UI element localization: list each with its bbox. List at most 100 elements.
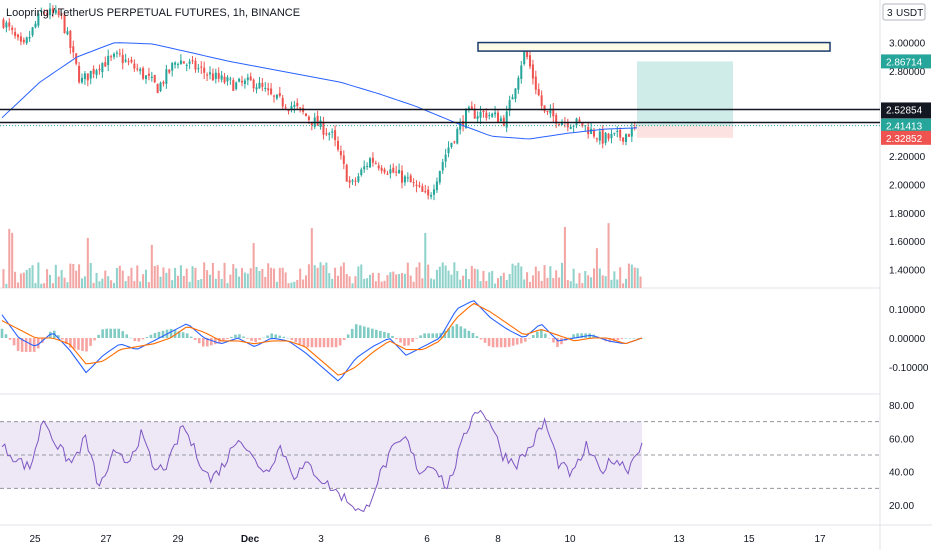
macd-histogram-bar: [552, 338, 555, 342]
macd-histogram-bar: [572, 334, 575, 338]
volume-bar: [101, 279, 103, 288]
time-axis-tick: 27: [100, 534, 112, 545]
volume-bar: [142, 274, 144, 288]
volume-bar: [328, 273, 330, 288]
volume-bar: [32, 265, 34, 288]
volume-bar: [11, 233, 13, 288]
volume-bar: [96, 273, 98, 288]
volume-bar: [596, 248, 598, 288]
candle-body: [177, 64, 179, 65]
volume-bar: [69, 264, 71, 288]
volume-bar: [317, 268, 319, 288]
time-axis-tick: 8: [495, 534, 501, 545]
volume-bar: [116, 268, 118, 288]
volume-bar: [122, 271, 124, 288]
volume-bar: [104, 271, 106, 288]
macd-histogram-bar: [13, 338, 16, 345]
volume-bar: [532, 275, 534, 288]
candle-body: [398, 170, 400, 174]
volume-bar: [456, 271, 458, 288]
price-axis-tick: 2.00000: [889, 180, 926, 191]
macd-histogram-bar: [105, 329, 108, 338]
macd-histogram-bar: [182, 332, 185, 338]
candle-body: [578, 120, 580, 122]
volume-bar: [567, 280, 569, 288]
candle-body: [113, 54, 115, 57]
volume-bar: [352, 283, 354, 288]
volume-bar: [366, 278, 368, 288]
volume-bar: [389, 272, 391, 288]
macd-histogram-bar: [367, 328, 370, 338]
volume-bar: [305, 275, 307, 288]
candle-body: [418, 185, 420, 186]
candle-body: [221, 75, 223, 79]
volume-bar: [424, 233, 426, 288]
candle-body: [226, 77, 228, 81]
time-axis-tick: 3: [318, 534, 324, 545]
candle-body: [133, 64, 135, 69]
volume-bar: [354, 276, 356, 288]
candle-body: [407, 177, 409, 178]
position-profit-zone: [637, 61, 733, 125]
volume-bar: [512, 264, 514, 288]
volume-bar: [37, 262, 39, 288]
volume-bar: [209, 275, 211, 288]
macd-histogram-bar: [335, 338, 338, 347]
volume-bar: [581, 283, 583, 288]
volume-bar: [561, 263, 563, 288]
macd-histogram-bar: [291, 338, 294, 340]
volume-bar: [84, 276, 86, 288]
currency-badge[interactable]: 3 USDT: [883, 4, 925, 20]
candle-body: [241, 81, 243, 83]
volume-bar: [20, 274, 22, 288]
volume-bar: [197, 280, 199, 288]
volume-bar: [372, 273, 374, 288]
volume-bar: [570, 281, 572, 288]
volume-bar: [189, 282, 191, 288]
candle-body: [535, 77, 537, 90]
macd-histogram-bar: [315, 338, 318, 347]
candle-body: [488, 115, 490, 116]
candle-body: [101, 63, 103, 72]
macd-histogram-bar: [464, 329, 467, 338]
supply-zone-rectangle[interactable]: [478, 43, 830, 52]
candle-body: [203, 68, 205, 73]
volume-bar: [128, 276, 130, 288]
currency-label: USDT: [896, 8, 923, 19]
volume-bar: [14, 272, 16, 288]
candle-body: [331, 131, 333, 132]
candle-body: [599, 131, 601, 140]
volume-bar: [491, 271, 493, 288]
volume-bar: [61, 270, 63, 288]
macd-histogram-bar: [544, 334, 547, 338]
candle-body: [168, 70, 170, 73]
volume-bar: [445, 265, 447, 288]
volume-bar: [130, 268, 132, 288]
candle-body: [194, 61, 196, 70]
candle-body: [93, 69, 95, 74]
volume-bar: [218, 271, 220, 288]
volume-bar: [378, 273, 380, 288]
volume-bar: [157, 265, 159, 288]
candle-body: [247, 77, 249, 80]
candle-body: [520, 66, 522, 79]
candle-body: [125, 60, 127, 62]
volume-bar: [151, 245, 153, 288]
volume-bar: [337, 276, 339, 288]
volume-bar: [576, 283, 578, 288]
volume-bar: [273, 269, 275, 288]
volume-bar: [541, 281, 543, 288]
candle-body: [244, 80, 246, 84]
volume-bar: [267, 263, 269, 288]
volume-bar: [171, 280, 173, 288]
volume-bar: [247, 273, 249, 288]
candle-body: [151, 77, 153, 78]
candle-body: [506, 111, 508, 127]
macd-histogram-bar: [130, 338, 133, 339]
candle-body: [288, 110, 290, 111]
candle-body: [363, 166, 365, 169]
candle-body: [395, 172, 397, 173]
candle-body: [136, 68, 138, 69]
